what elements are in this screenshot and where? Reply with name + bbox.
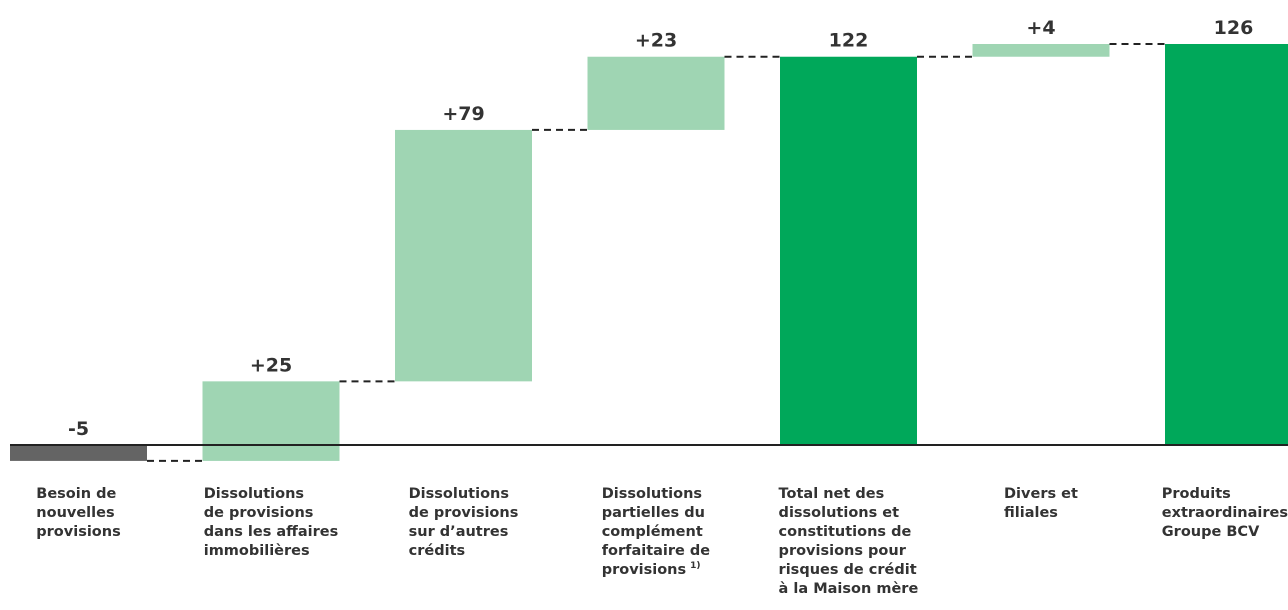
value-label: +25	[250, 354, 292, 376]
bar	[1165, 44, 1288, 445]
value-label: +79	[442, 103, 484, 125]
bar	[587, 56, 725, 130]
category-line: constitutions de	[779, 524, 912, 540]
category-label: Dissolutions partielles du complément forfa…	[602, 486, 711, 578]
category-line: Dissolutions	[204, 486, 304, 502]
value-label: +4	[1026, 17, 1055, 39]
category-label: Divers et filiales	[1004, 486, 1078, 521]
category-label: Total net des dissolutions et constitution…	[779, 486, 919, 597]
category-line: sur d’autres	[409, 524, 509, 540]
category-line: à la Maison mère	[779, 581, 919, 597]
value-label: 122	[829, 30, 869, 52]
bar	[395, 129, 532, 382]
bar	[780, 56, 917, 445]
category-line: Besoin de	[36, 486, 116, 502]
category-line: Produits	[1162, 486, 1231, 502]
value-label: +23	[635, 30, 677, 52]
category-line: Divers et	[1004, 486, 1078, 502]
bar	[10, 445, 147, 461]
category-line: nouvelles	[36, 505, 114, 521]
category-line: filiales	[1004, 505, 1058, 521]
category-line: dissolutions et	[779, 505, 900, 521]
category-line: de provisions	[409, 505, 519, 521]
category-line: extraordinaires	[1162, 505, 1288, 521]
category-line: provisions pour	[779, 543, 907, 559]
category-line: complément	[602, 524, 703, 540]
value-label: -5	[68, 418, 89, 440]
category-label: Besoin de nouvelles provisions	[36, 486, 120, 540]
category-label: Produits extraordinaires Groupe BCV	[1162, 486, 1288, 540]
bar	[202, 381, 340, 461]
category-line: provisions 1)	[602, 561, 701, 578]
bar	[972, 44, 1110, 57]
footnote-mark: 1)	[690, 561, 700, 571]
category-line: risques de crédit	[779, 562, 917, 578]
category-line: immobilières	[204, 543, 310, 559]
category-line: Groupe BCV	[1162, 524, 1260, 540]
category-label: Dissolutions de provisions dans les affair…	[204, 486, 339, 559]
category-line: Dissolutions	[409, 486, 509, 502]
category-label: Dissolutions de provisions sur d’autres cré…	[409, 486, 519, 559]
category-line: Dissolutions	[602, 486, 702, 502]
category-line: partielles du	[602, 505, 705, 521]
category-line: forfaitaire de	[602, 543, 711, 559]
category-line: provisions	[36, 524, 120, 540]
category-line: dans les affaires	[204, 524, 339, 540]
category-line: de provisions	[204, 505, 314, 521]
category-line: Total net des	[779, 486, 885, 502]
category-line: crédits	[409, 543, 466, 559]
value-label: 126	[1214, 17, 1254, 39]
